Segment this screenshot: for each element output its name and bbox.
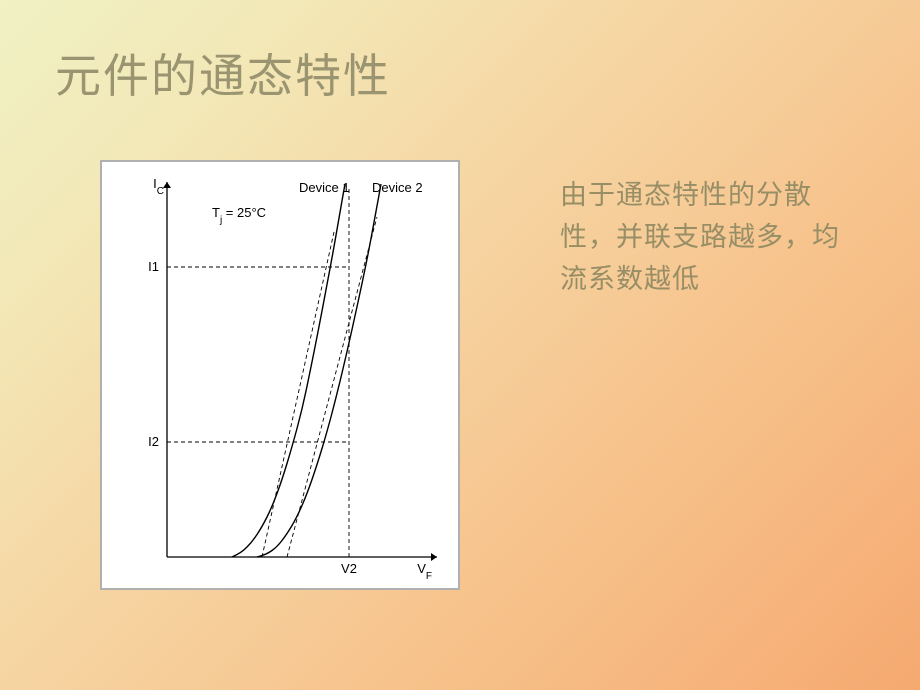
svg-text:VF: VF (417, 561, 432, 582)
chart-container: IC VF Tj = 25°C Device 1 Device 2 I1 I2 V2 (100, 160, 460, 590)
svg-text:I1: I1 (148, 259, 159, 274)
slide: 元件的通态特性 ICVFTj = 25°CDevice 1Device 2I1I… (0, 0, 920, 690)
svg-text:IC: IC (153, 176, 164, 197)
chart-svg: IC VF Tj = 25°C Device 1 Device 2 I1 I2 V2 (102, 162, 458, 588)
svg-text:Tj = 25°C: Tj = 25°C (212, 205, 266, 226)
body-text: 由于通态特性的分散性，并联支路越多，均流系数越低 (560, 175, 850, 301)
page-title: 元件的通态特性 (55, 40, 391, 106)
svg-text:V2: V2 (341, 561, 357, 576)
svg-text:Device 2: Device 2 (372, 180, 423, 195)
svg-text:Device 1: Device 1 (299, 180, 350, 195)
svg-text:I2: I2 (148, 434, 159, 449)
